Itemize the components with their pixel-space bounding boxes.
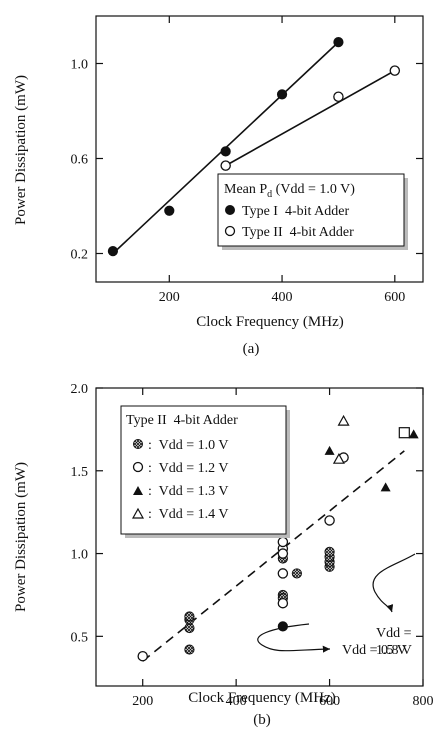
chart-b-legend-label-vdd12: : Vdd = 1.2 V — [148, 461, 229, 476]
chart-b-y-ticks: 0.5 1.0 1.5 2.0 — [71, 382, 423, 645]
annotation-arrow-0.8v — [257, 623, 331, 653]
chart-b-legend-label-vdd10: : Vdd = 1.0 V — [148, 438, 229, 453]
chart-b-ytick-label: 1.5 — [71, 465, 89, 480]
chart-a-legend-marker-type2 — [224, 225, 236, 237]
chart-b-xtick-label: 600 — [319, 694, 340, 709]
annotation-vdd-1.5v-line2: 1.5 V — [376, 643, 407, 658]
chart-b-point-series-2 — [277, 597, 289, 609]
chart-a-point-series-2 — [389, 65, 401, 76]
chart-a-panel-label: (a) — [243, 341, 260, 357]
chart-a-point-series-1 — [107, 246, 119, 257]
chart-a-xtick-label: 200 — [159, 290, 180, 305]
chart-b-legend-label-vdd13: : Vdd = 1.3 V — [148, 484, 229, 499]
chart-a-x-ticks: 200 400 600 — [159, 16, 405, 305]
chart-a-ytick-label: 1.0 — [71, 58, 89, 73]
chart-a-legend-label-type2: Type II 4-bit Adder — [242, 225, 354, 240]
chart-b-point-series-2 — [277, 548, 289, 559]
annotation-vdd-1.5v-line1: Vdd = — [376, 626, 412, 641]
chart-b-point-series-4 — [337, 414, 350, 426]
annotation-arrow-1.5v — [372, 553, 416, 613]
chart-b-legend: Type II 4-bit Adder : Vdd = 1.0 V : Vdd … — [120, 405, 290, 538]
chart-b-point-series-2 — [324, 515, 335, 526]
chart-b-legend-marker-vdd13 — [133, 486, 143, 495]
chart-b-point-series-4 — [332, 452, 345, 464]
chart-b-point-series-2 — [137, 650, 148, 662]
chart-a-y-ticks: 0.2 0.6 1.0 — [71, 58, 423, 263]
chart-a-point-series-1 — [276, 89, 288, 100]
chart-a-points — [107, 37, 401, 257]
chart-b-ytick-label: 2.0 — [71, 382, 89, 397]
chart-b-point-series-2 — [277, 536, 289, 548]
chart-a-ytick-label: 0.6 — [71, 153, 89, 168]
chart-b-points — [137, 414, 419, 662]
chart-b-xlabel: Clock Frequency (MHz) — [188, 690, 335, 706]
chart-b-legend-title: Type II 4-bit Adder — [126, 413, 238, 428]
chart-b-point-series-1 — [184, 644, 195, 655]
chart-a-fit-line-series-2 — [225, 69, 396, 167]
chart-a-legend-title: Mean Pd (Vdd = 1.0 V) — [224, 182, 355, 200]
chart-b-ytick-label: 0.5 — [71, 630, 89, 645]
chart-b-point-series-3 — [408, 429, 419, 439]
chart-b-point-series-1 — [324, 546, 335, 558]
chart-b-point-series-1 — [184, 611, 195, 622]
chart-a-frame — [95, 15, 424, 283]
chart-b-point-series-1 — [291, 568, 302, 579]
chart-b-ytick-label: 1.0 — [71, 548, 89, 563]
chart-a: 0.2 0.6 1.0 200 400 600 Power Dissipation (m… — [13, 15, 424, 357]
chart-b-trend-line — [142, 450, 405, 662]
chart-b-xtick-label: 800 — [413, 694, 434, 709]
chart-a-point-series-1 — [220, 146, 231, 157]
chart-b-panel-label: (b) — [253, 712, 271, 728]
chart-b-legend-marker-vdd12 — [132, 461, 144, 473]
chart-a-legend-marker-type1 — [225, 205, 235, 215]
chart-a-legend-label-type1: Type I 4-bit Adder — [242, 204, 349, 219]
chart-b-legend-marker-vdd10 — [133, 439, 143, 449]
chart-b-legend-label-vdd14: : Vdd = 1.4 V — [148, 507, 229, 522]
chart-b-point-series-2 — [277, 568, 289, 579]
chart-a-ytick-label: 0.2 — [71, 248, 89, 263]
chart-a-point-series-2 — [220, 160, 231, 171]
chart-a-xlabel: Clock Frequency (MHz) — [196, 314, 343, 330]
chart-a-point-series-1 — [333, 37, 344, 48]
chart-a-point-series-1 — [164, 205, 175, 216]
chart-a-point-series-2 — [333, 91, 344, 103]
chart-b-xtick-label: 400 — [226, 694, 247, 709]
chart-b-x-ticks: 200 400 600 800 — [132, 388, 434, 709]
chart-b-point-series-6 — [398, 427, 410, 439]
chart-a-legend: Mean Pd (Vdd = 1.0 V) Type I 4-bit Adder… — [217, 173, 408, 250]
chart-b-frame — [95, 387, 424, 687]
chart-b-point-series-3 — [380, 482, 391, 492]
chart-a-ylabel: Power Dissipation (mW) — [13, 75, 29, 225]
chart-b: 0.5 1.0 1.5 2.0 200 400 600 800 Power Dissipat… — [13, 382, 434, 728]
chart-b-xtick-label: 200 — [132, 694, 153, 709]
chart-b-point-series-3 — [324, 445, 335, 455]
chart-b-point-series-5 — [277, 621, 288, 632]
chart-b-ylabel: Power Dissipation (mW) — [13, 462, 29, 612]
chart-a-xtick-label: 600 — [384, 290, 405, 305]
annotation-vdd-0.8v: Vdd = 0.8 V — [342, 643, 412, 658]
chart-a-xtick-label: 400 — [272, 290, 293, 305]
chart-b-legend-marker-vdd14 — [131, 507, 145, 519]
